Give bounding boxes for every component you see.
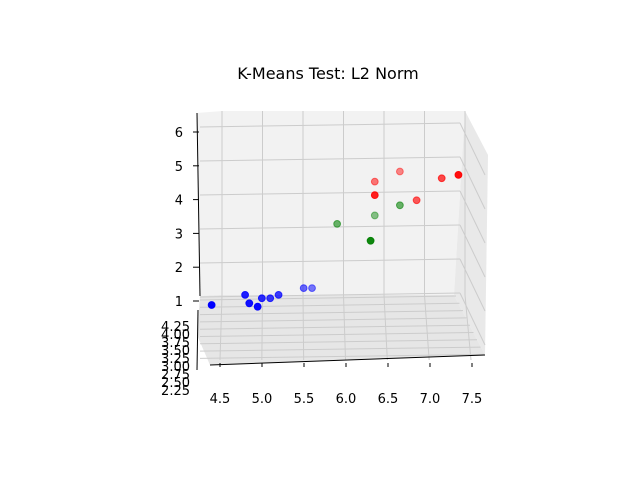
y-tick-label: 4.00 xyxy=(161,328,190,343)
floor-gridline-y xyxy=(199,346,481,352)
back-pane xyxy=(197,111,465,296)
z-tick-label: 3 xyxy=(175,227,183,242)
x-axis-line xyxy=(209,354,486,366)
floor-pane xyxy=(197,295,485,365)
z-tick-label: 5 xyxy=(175,160,183,175)
data-point xyxy=(308,284,316,293)
x-tick-label: 6.0 xyxy=(336,392,357,407)
side-gridline-z xyxy=(459,292,486,346)
side-gridline-z xyxy=(459,190,486,244)
axes xyxy=(196,112,486,371)
x-tick-label: 5.0 xyxy=(252,392,273,407)
floor-gridline-y xyxy=(199,317,467,323)
x-tick-label: 7.5 xyxy=(462,392,483,407)
z-axis-line xyxy=(196,112,201,297)
data-point xyxy=(253,302,262,311)
data-point xyxy=(437,174,446,183)
y-tick-label: 3.25 xyxy=(161,352,190,367)
data-point xyxy=(299,284,308,293)
z-tick-label: 1 xyxy=(175,295,183,310)
y-tick-label: 2.50 xyxy=(161,376,190,391)
x-tick-label: 6.5 xyxy=(378,392,399,407)
x-tick-label: 5.5 xyxy=(294,392,315,407)
y-axis-line xyxy=(196,309,199,371)
back-gridline-z xyxy=(199,190,461,196)
floor-gridline-x xyxy=(261,294,263,361)
data-point xyxy=(366,236,375,245)
y-tick-label: 2.75 xyxy=(161,368,190,383)
y-tick-label: 3.50 xyxy=(161,344,190,359)
z-tick-label: 6 xyxy=(175,126,183,141)
side-gridline-z xyxy=(459,122,486,176)
data-point xyxy=(245,299,254,308)
right-pane xyxy=(454,111,488,355)
floor-gridline-x xyxy=(219,294,223,361)
data-point xyxy=(395,167,404,176)
back-gridline-z xyxy=(199,258,461,264)
data-point xyxy=(412,196,421,205)
floor-gridline-x xyxy=(424,294,430,361)
y-tick-label: 2.25 xyxy=(161,384,190,399)
data-point xyxy=(266,294,275,303)
floor-gridline-y xyxy=(199,339,478,345)
floor-gridline-y xyxy=(199,295,457,301)
data-point xyxy=(395,201,404,210)
chart-title: K-Means Test: L2 Norm xyxy=(237,64,418,83)
z-axis-ticks: 1 2 3 4 5 6 xyxy=(175,126,199,310)
floor-gridline-y xyxy=(199,324,471,330)
floor-gridline-y xyxy=(199,353,485,359)
z-tick-label: 4 xyxy=(175,194,183,209)
data-point xyxy=(274,290,283,299)
floor-gridline-y xyxy=(199,302,460,308)
floor-gridline-y xyxy=(199,310,464,316)
floor-gridline-x xyxy=(383,294,388,361)
x-axis-ticks: 4.5 5.0 5.5 6.0 6.5 7.0 7.5 xyxy=(210,363,483,407)
back-gridline-z xyxy=(199,156,461,162)
data-point xyxy=(207,301,216,309)
data-point xyxy=(370,191,379,200)
data-point xyxy=(454,170,463,179)
data-point xyxy=(370,211,379,220)
x-tick-label: 4.5 xyxy=(210,392,231,407)
y-tick-label: 3.00 xyxy=(161,360,190,375)
data-points xyxy=(207,167,463,311)
z-tick-label: 2 xyxy=(175,261,183,276)
data-point xyxy=(257,294,266,303)
side-gridline-z xyxy=(459,156,486,210)
data-point xyxy=(333,219,342,228)
side-gridline-z xyxy=(459,258,486,312)
y-tick-label: 4.25 xyxy=(161,320,190,335)
back-gridline-z xyxy=(199,224,461,230)
side-gridline-z xyxy=(459,224,486,278)
y-axis-ticks: 2.252.502.753.003.253.503.754.004.25 xyxy=(161,320,190,399)
y-tick-label: 3.75 xyxy=(161,336,190,351)
floor-gridline-y xyxy=(199,332,474,337)
data-point xyxy=(241,290,250,299)
back-gridline-z xyxy=(199,122,461,128)
grid-lines xyxy=(199,111,486,361)
data-point xyxy=(370,177,379,186)
x-tick-label: 7.0 xyxy=(420,392,441,407)
